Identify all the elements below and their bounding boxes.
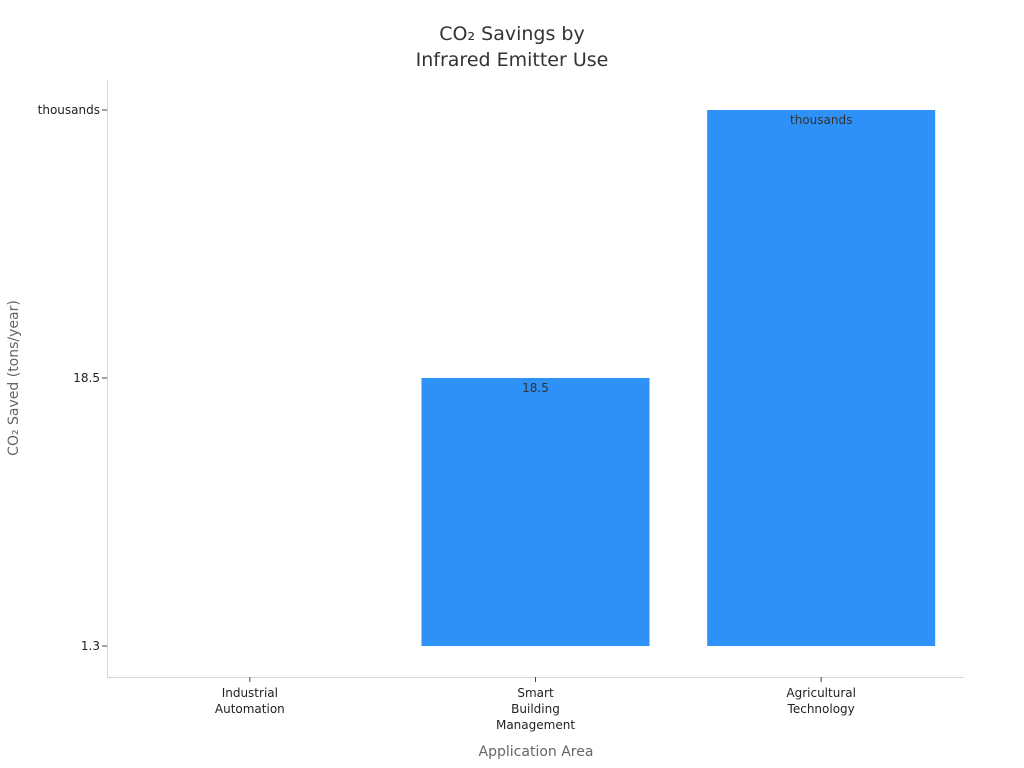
- x-tick-label: Smart: [517, 686, 554, 700]
- bar-data-label: 18.5: [522, 381, 549, 395]
- bar: [421, 378, 650, 646]
- chart-title-line-1: CO₂ Savings by: [439, 23, 584, 45]
- chart-title: CO₂ Savings by Infrared Emitter Use: [416, 23, 609, 71]
- x-axis-ticks: Industrial Automation Smart Building Managem…: [215, 677, 856, 732]
- x-tick-label: Technology: [787, 702, 855, 716]
- plot-area: 18.5 thousands: [421, 110, 936, 646]
- y-tick-label: thousands: [38, 103, 100, 117]
- bar-data-label: thousands: [790, 113, 852, 127]
- bar: [707, 110, 936, 646]
- x-tick-label: Agricultural: [786, 686, 856, 700]
- y-axis-label: CO₂ Saved (tons/year): [6, 300, 22, 456]
- y-tick-label: 18.5: [73, 371, 100, 385]
- x-tick-label: Automation: [215, 702, 285, 716]
- x-axis-label: Application Area: [479, 744, 594, 760]
- chart-title-line-2: Infrared Emitter Use: [416, 49, 609, 71]
- x-tick-label: Building: [511, 702, 560, 716]
- y-tick-label: 1.3: [81, 639, 100, 653]
- x-tick-label: Industrial: [222, 686, 278, 700]
- x-tick-label: Management: [496, 718, 575, 732]
- y-axis-ticks: 1.3 18.5 thousands: [38, 103, 107, 653]
